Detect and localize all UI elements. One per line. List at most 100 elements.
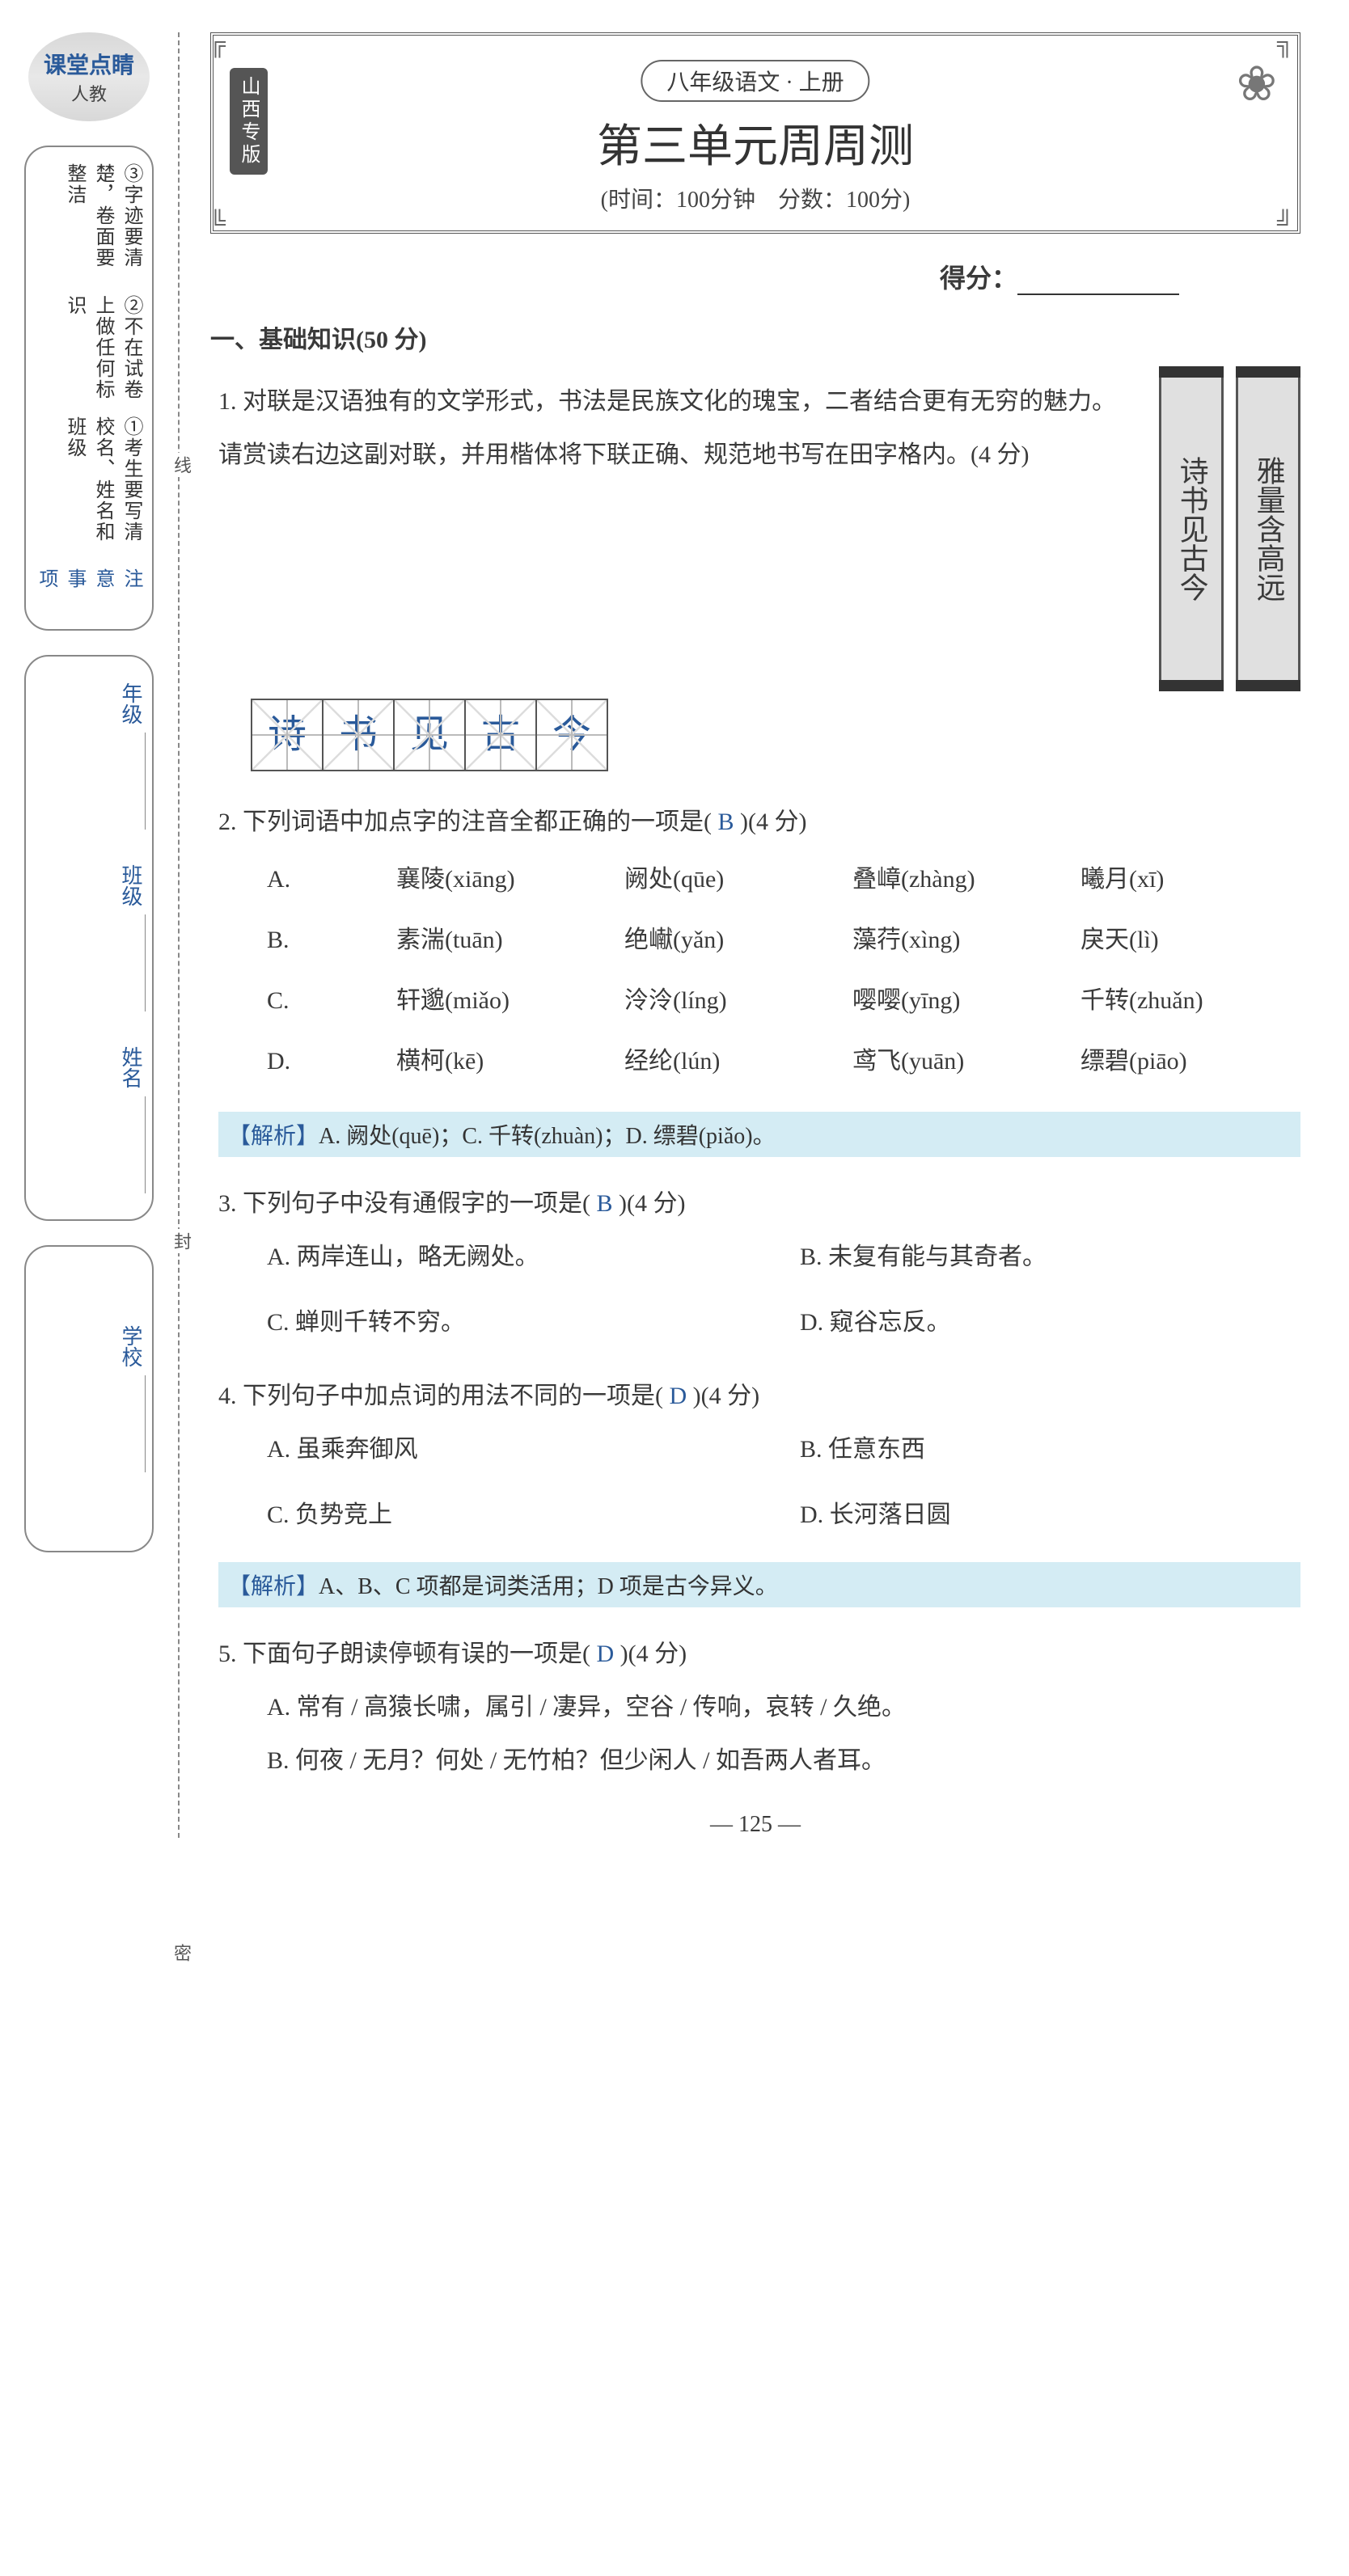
couplet-scrolls: 诗书见古今 雅量含高远 bbox=[1159, 375, 1300, 682]
q2-row-d: D. 横柯(kē) 经纶(lún) 鸢飞(yuān) 缥碧(piāo) bbox=[218, 1031, 1300, 1092]
corner-icon: ╗ bbox=[1277, 32, 1301, 56]
option-text: 素湍(tuān) bbox=[396, 910, 616, 970]
option-label: D. bbox=[267, 1031, 388, 1092]
grid-char: 诗 bbox=[251, 699, 324, 771]
seal-label-3: 密 bbox=[168, 1940, 194, 1965]
grid-char: 见 bbox=[393, 699, 466, 771]
score-blank[interactable] bbox=[1017, 293, 1179, 295]
scroll-left: 诗书见古今 bbox=[1159, 375, 1224, 682]
option-a: A. 两岸连山，略无阙处。 bbox=[267, 1231, 768, 1284]
option-b: B. 任意东西 bbox=[800, 1423, 1300, 1476]
student-info-box: 姓名 班级 年级 bbox=[24, 655, 154, 1221]
question-4: 4. 下列句子中加点词的用法不同的一项是( D )(4 分) A. 虽乘奔御风 … bbox=[210, 1370, 1300, 1542]
section-title: 一、基础知识(50 分) bbox=[210, 319, 1300, 355]
option-b: B. 未复有能与其奇者。 bbox=[800, 1231, 1300, 1284]
grade-label: 年级 bbox=[32, 682, 146, 830]
test-title: 第三单元周周测 bbox=[238, 110, 1273, 175]
question-3: 3. 下列句子中没有通假字的一项是( B )(4 分) A. 两岸连山，略无阙处… bbox=[210, 1177, 1300, 1349]
name-label: 姓名 bbox=[32, 1046, 146, 1193]
explain-label: 【解析】 bbox=[228, 1124, 319, 1149]
notice-item-1: ①考生要写清校名、姓名和班级 bbox=[32, 416, 146, 560]
corner-icon: ╚ bbox=[209, 210, 234, 234]
question-5: 5. 下面句子朗读停顿有误的一项是( D )(4 分) A. 常有 / 高猿长啸… bbox=[210, 1628, 1300, 1788]
q3-options: A. 两岸连山，略无阙处。 B. 未复有能与其奇者。 C. 蝉则千转不穷。 D.… bbox=[218, 1231, 1300, 1349]
badge-title: 课堂点睛 bbox=[44, 48, 134, 80]
q5-answer: D bbox=[597, 1641, 615, 1667]
option-text: 襄陵(xiāng) bbox=[396, 849, 616, 910]
explain-label: 【解析】 bbox=[228, 1574, 319, 1599]
test-time: (时间：100分钟 分数：100分) bbox=[238, 182, 1273, 214]
q1-text: 1. 对联是汉语独有的文学形式，书法是民族文化的瑰宝，二者结合更有无穷的魅力。请… bbox=[218, 375, 1135, 482]
notice-item-3: ③字迹要清楚，卷面要整洁 bbox=[32, 163, 146, 287]
q4-options: A. 虽乘奔御风 B. 任意东西 C. 负势竞上 D. 长河落日圆 bbox=[218, 1423, 1300, 1542]
q2-answer: B bbox=[718, 809, 734, 835]
grid-char: 书 bbox=[322, 699, 395, 771]
grid-char: 今 bbox=[535, 699, 608, 771]
seal-label-1: 线 bbox=[168, 453, 194, 477]
q2-row-a: A. 襄陵(xiāng) 阙处(qūe) 叠嶂(zhàng) 曦月(xī) bbox=[218, 849, 1300, 910]
option-text: 阙处(qūe) bbox=[624, 849, 844, 910]
explain-text: A. 阙处(quē)；C. 千转(zhuàn)；D. 缥碧(piǎo)。 bbox=[319, 1124, 776, 1149]
question-1: 1. 对联是汉语独有的文学形式，书法是民族文化的瑰宝，二者结合更有无穷的魅力。请… bbox=[210, 375, 1300, 771]
option-text: 叠嶂(zhàng) bbox=[852, 849, 1072, 910]
q5-options: A. 常有 / 高猿长啸，属引 / 凄异，空谷 / 传响，哀转 / 久绝。 B.… bbox=[218, 1681, 1300, 1788]
option-b: B. 何夜 / 无月？何处 / 无竹柏？但少闲人 / 如吾两人者耳。 bbox=[267, 1734, 1300, 1788]
grid-char: 古 bbox=[464, 699, 537, 771]
option-text: 鸢飞(yuān) bbox=[852, 1031, 1072, 1092]
corner-icon: ╔ bbox=[209, 32, 234, 56]
q3-answer: B bbox=[597, 1190, 613, 1217]
option-label: B. bbox=[267, 910, 388, 970]
option-text: 千转(zhuǎn) bbox=[1080, 970, 1300, 1031]
option-text: 曦月(xī) bbox=[1080, 849, 1300, 910]
class-label: 班级 bbox=[32, 864, 146, 1011]
option-a: A. 虽乘奔御风 bbox=[267, 1423, 768, 1476]
school-label: 学校 bbox=[32, 1325, 146, 1472]
option-label: C. bbox=[267, 970, 388, 1031]
edition-badge: 山西专版 bbox=[230, 68, 268, 175]
notice-item-2: ②不在试卷上做任何标识 bbox=[32, 295, 146, 408]
left-sidebar: 课堂点睛 人教 注意事项 ①考生要写清校名、姓名和班级 ②不在试卷上做任何标识 … bbox=[16, 32, 162, 1838]
q3-stem: 3. 下列句子中没有通假字的一项是( bbox=[218, 1190, 590, 1217]
flower-icon: ❀ bbox=[1237, 56, 1277, 112]
brand-badge: 课堂点睛 人教 bbox=[28, 32, 150, 121]
option-text: 泠泠(líng) bbox=[624, 970, 844, 1031]
q4-points: )(4 分) bbox=[693, 1383, 759, 1409]
q2-stem: 2. 下列词语中加点字的注音全都正确的一项是( bbox=[218, 809, 712, 835]
answer-grid: 诗 书 见 古 今 bbox=[251, 699, 1300, 771]
q5-points: )(4 分) bbox=[620, 1641, 687, 1667]
title-banner: ╔ ╗ ╚ ╝ 山西专版 ❀ 八年级语文 · 上册 第三单元周周测 (时间：10… bbox=[210, 32, 1300, 234]
notice-title: 注意事项 bbox=[32, 568, 146, 613]
option-text: 缥碧(piāo) bbox=[1080, 1031, 1300, 1092]
option-text: 嘤嘤(yīng) bbox=[852, 970, 1072, 1031]
notice-box: 注意事项 ①考生要写清校名、姓名和班级 ②不在试卷上做任何标识 ③字迹要清楚，卷… bbox=[24, 146, 154, 631]
option-c: C. 蝉则千转不穷。 bbox=[267, 1296, 768, 1349]
option-d: D. 窥谷忘反。 bbox=[800, 1296, 1300, 1349]
q2-points: )(4 分) bbox=[740, 809, 806, 835]
option-text: 藻荇(xìng) bbox=[852, 910, 1072, 970]
option-c: C. 负势竞上 bbox=[267, 1489, 768, 1542]
scroll-right: 雅量含高远 bbox=[1236, 375, 1300, 682]
badge-subtitle: 人教 bbox=[71, 80, 107, 106]
corner-icon: ╝ bbox=[1277, 210, 1301, 234]
option-text: 绝𪩘(yǎn) bbox=[624, 910, 844, 970]
score-label: 得分： bbox=[940, 264, 1017, 293]
q2-row-c: C. 轩邈(miǎo) 泠泠(líng) 嘤嘤(yīng) 千转(zhuǎn) bbox=[218, 970, 1300, 1031]
q4-explain: 【解析】A、B、C 项都是词类活用；D 项是古今异义。 bbox=[218, 1562, 1300, 1607]
option-text: 戾天(lì) bbox=[1080, 910, 1300, 970]
option-d: D. 长河落日圆 bbox=[800, 1489, 1300, 1542]
option-text: 轩邈(miǎo) bbox=[396, 970, 616, 1031]
q4-answer: D bbox=[670, 1383, 687, 1409]
option-text: 经纶(lún) bbox=[624, 1031, 844, 1092]
score-line: 得分： bbox=[210, 258, 1300, 295]
q2-row-b: B. 素湍(tuān) 绝𪩘(yǎn) 藻荇(xìng) 戾天(lì) bbox=[218, 910, 1300, 970]
option-label: A. bbox=[267, 849, 388, 910]
q2-explain: 【解析】A. 阙处(quē)；C. 千转(zhuàn)；D. 缥碧(piǎo)。 bbox=[218, 1112, 1300, 1157]
seal-line bbox=[178, 32, 180, 1838]
grade-level: 八年级语文 · 上册 bbox=[641, 60, 869, 102]
q3-points: )(4 分) bbox=[619, 1190, 685, 1217]
page-number: — 125 — bbox=[210, 1812, 1300, 1838]
seal-label-2: 封 bbox=[168, 1229, 194, 1253]
explain-text: A、B、C 项都是词类活用；D 项是古今异义。 bbox=[319, 1574, 778, 1599]
main-content: 线 封 密 ╔ ╗ ╚ ╝ 山西专版 ❀ 八年级语文 · 上册 第三单元周周测 … bbox=[178, 32, 1300, 1838]
q5-stem: 5. 下面句子朗读停顿有误的一项是( bbox=[218, 1641, 590, 1667]
